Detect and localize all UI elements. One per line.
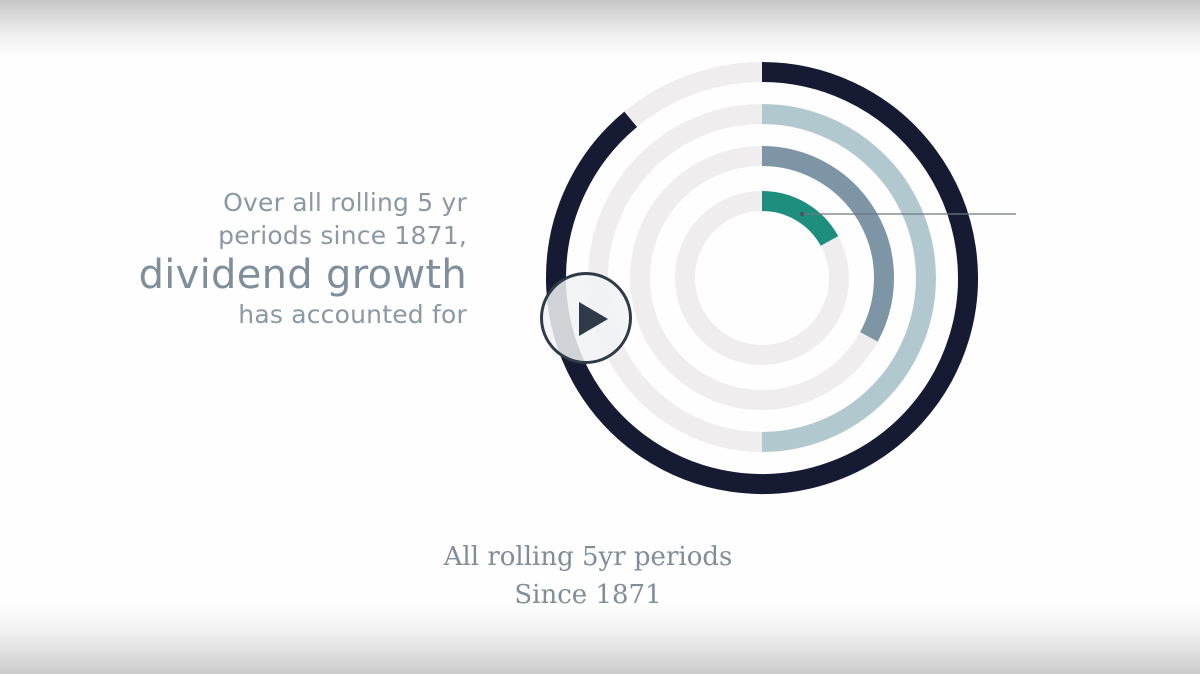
ring-bar-outer bbox=[546, 62, 978, 494]
intro-text-block: Over all rolling 5 yr periods since 1871… bbox=[139, 186, 467, 331]
chart-caption: All rolling 5yr periods Since 1871 bbox=[388, 538, 788, 614]
caption-line-2: Since 1871 bbox=[514, 580, 662, 610]
ring-bar-inner bbox=[761, 191, 839, 247]
caption-line-1: All rolling 5yr periods bbox=[443, 542, 733, 572]
play-button[interactable] bbox=[540, 272, 632, 364]
leader-dot bbox=[800, 212, 804, 216]
ring-bar-third bbox=[761, 146, 894, 342]
play-icon bbox=[579, 302, 608, 336]
intro-line-1: Over all rolling 5 yr bbox=[223, 188, 467, 217]
intro-line-3: has accounted for bbox=[238, 300, 467, 329]
ring-bar-second bbox=[761, 104, 936, 452]
intro-line-2: periods since 1871, bbox=[218, 221, 467, 250]
intro-emphasis: dividend growth bbox=[138, 252, 467, 298]
